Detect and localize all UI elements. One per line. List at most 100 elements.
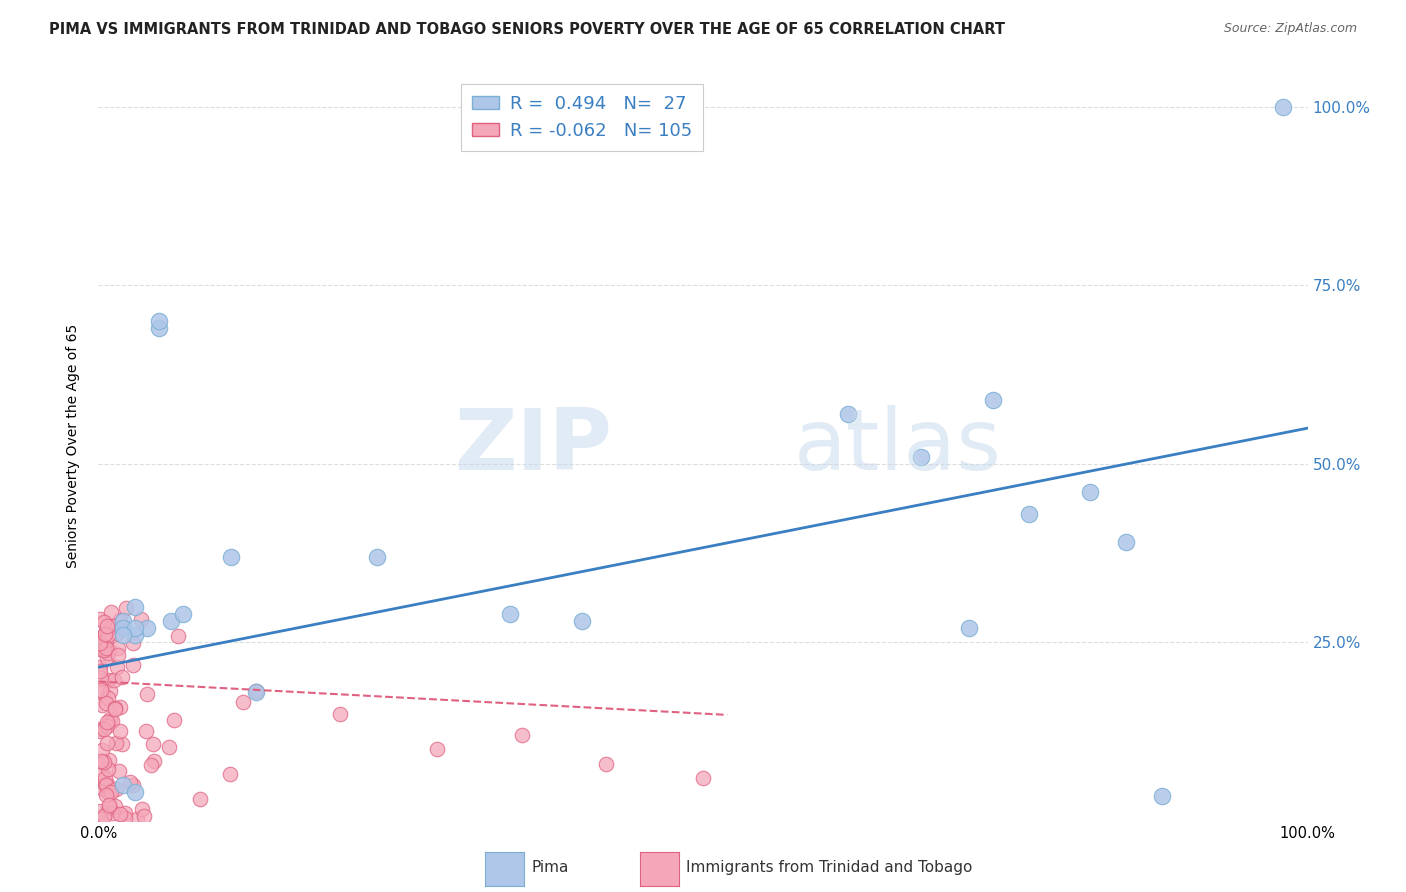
Point — [172, 607, 194, 621]
Point — [97, 690, 120, 705]
Text: atlas: atlas — [793, 404, 1001, 488]
Point — [103, 673, 125, 687]
Point — [90, 765, 112, 780]
Point — [110, 613, 132, 627]
Point — [136, 687, 159, 701]
Point — [94, 772, 117, 786]
Point — [127, 812, 149, 826]
Point — [98, 683, 121, 698]
Point — [89, 665, 111, 679]
Point — [692, 771, 714, 785]
Point — [89, 804, 111, 818]
Point — [135, 723, 157, 738]
Point — [1018, 507, 1040, 521]
Point — [91, 755, 114, 769]
Point — [93, 626, 115, 640]
Point — [111, 778, 134, 792]
Point — [188, 792, 211, 806]
Point — [122, 657, 145, 672]
Point — [498, 607, 520, 621]
Point — [90, 638, 112, 652]
Point — [1078, 485, 1101, 500]
Point — [93, 643, 115, 657]
Point — [110, 670, 132, 684]
Point — [124, 621, 146, 635]
Point — [124, 628, 146, 642]
Point — [91, 742, 114, 756]
Point — [96, 719, 118, 733]
Point — [98, 786, 121, 800]
Point — [366, 549, 388, 564]
Point — [139, 758, 162, 772]
Point — [104, 798, 127, 813]
Point — [97, 643, 120, 657]
Point — [245, 685, 267, 699]
Point — [103, 619, 125, 633]
Point — [93, 756, 115, 770]
Point — [122, 636, 145, 650]
Point — [89, 636, 111, 650]
Point — [108, 699, 131, 714]
Point — [129, 612, 152, 626]
Point — [114, 806, 136, 821]
Point — [124, 599, 146, 614]
Point — [105, 626, 128, 640]
Point — [93, 723, 115, 737]
Point — [89, 612, 111, 626]
Point — [135, 621, 157, 635]
Point — [124, 785, 146, 799]
Text: PIMA VS IMMIGRANTS FROM TRINIDAD AND TOBAGO SENIORS POVERTY OVER THE AGE OF 65 C: PIMA VS IMMIGRANTS FROM TRINIDAD AND TOB… — [49, 22, 1005, 37]
Text: ZIP: ZIP — [454, 404, 613, 488]
Point — [107, 648, 129, 663]
Point — [160, 614, 183, 628]
Point — [510, 728, 533, 742]
Point — [93, 615, 115, 630]
Point — [426, 742, 449, 756]
Point — [110, 724, 132, 739]
Point — [100, 785, 122, 799]
Point — [98, 800, 121, 814]
Point — [94, 777, 117, 791]
Point — [218, 767, 240, 781]
Point — [120, 774, 142, 789]
Point — [111, 614, 134, 628]
Y-axis label: Seniors Poverty Over the Age of 65: Seniors Poverty Over the Age of 65 — [66, 324, 80, 568]
Point — [96, 805, 118, 819]
Point — [96, 777, 118, 791]
Point — [132, 808, 155, 822]
Point — [571, 614, 593, 628]
Point — [94, 630, 117, 644]
Point — [595, 756, 617, 771]
Point — [89, 642, 111, 657]
Point — [142, 755, 165, 769]
Legend: R =  0.494   N=  27, R = -0.062   N= 105: R = 0.494 N= 27, R = -0.062 N= 105 — [461, 84, 703, 151]
Point — [93, 627, 115, 641]
Point — [90, 671, 112, 685]
Point — [89, 660, 111, 674]
Point — [157, 739, 180, 754]
Point — [98, 753, 121, 767]
Point — [111, 628, 134, 642]
Point — [1272, 100, 1295, 114]
Point — [114, 601, 136, 615]
Point — [221, 549, 243, 564]
Point — [98, 798, 121, 813]
Text: Immigrants from Trinidad and Tobago: Immigrants from Trinidad and Tobago — [686, 861, 973, 875]
Point — [96, 640, 118, 655]
Point — [981, 392, 1004, 407]
Point — [107, 640, 129, 655]
Point — [148, 321, 170, 335]
Point — [98, 712, 121, 726]
Point — [114, 811, 136, 825]
Point — [121, 778, 143, 792]
Point — [97, 673, 120, 687]
Point — [111, 737, 134, 751]
Point — [131, 802, 153, 816]
Point — [100, 714, 122, 729]
Point — [1152, 789, 1174, 803]
Point — [96, 650, 118, 665]
Point — [89, 723, 111, 738]
Point — [93, 808, 115, 822]
Point — [89, 722, 111, 736]
Point — [108, 807, 131, 822]
